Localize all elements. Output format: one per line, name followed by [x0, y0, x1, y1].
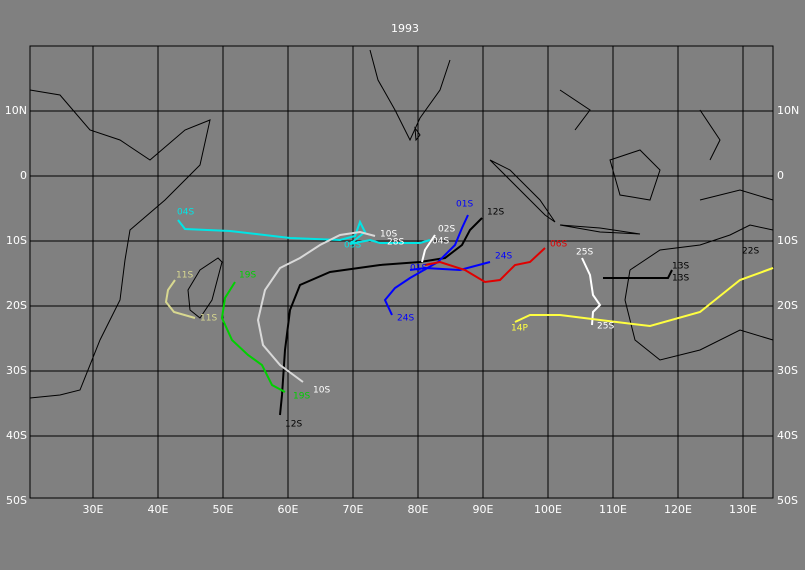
track-label: 24S — [495, 252, 512, 262]
track — [514, 267, 774, 328]
track-label: 10S — [313, 386, 330, 396]
lon-label: 90E — [473, 503, 494, 516]
frame — [29, 45, 774, 499]
track-label: 24S — [397, 314, 414, 324]
lon-label: 30E — [83, 503, 104, 516]
coastlines — [29, 49, 774, 399]
track-label: 02S — [438, 225, 455, 235]
track — [279, 217, 483, 416]
tracks — [164, 214, 774, 416]
lat-label: 50S — [6, 494, 27, 507]
grid: 10N 10N 0 0 10S 10S 20S 20S 30S 30S 40S 40S 50S 50S 30… — [5, 46, 799, 516]
lon-label: 80E — [408, 503, 429, 516]
track-label: 01S — [456, 200, 473, 210]
track-label: 01S — [410, 264, 427, 274]
track-label: 19S — [239, 271, 256, 281]
track-label: 13S — [672, 262, 689, 272]
lat-label: 30S — [777, 364, 798, 377]
lat-label: 10S — [6, 234, 27, 247]
lat-label: 30S — [6, 364, 27, 377]
track-label: 14P — [511, 324, 528, 334]
lat-label: 0 — [777, 169, 784, 182]
track-label: 06S — [550, 240, 567, 250]
track-label: 12S — [487, 208, 504, 218]
lat-label: 50S — [777, 494, 798, 507]
lat-label: 10N — [777, 104, 799, 117]
lat-label: 20S — [6, 299, 27, 312]
track — [383, 214, 469, 316]
lon-label: 110E — [599, 503, 627, 516]
lon-label: 120E — [664, 503, 692, 516]
track — [581, 257, 602, 326]
track-labels: 04S 11S 11S 19S 19S 10S 10S 12S 12S 01S … — [176, 200, 759, 430]
track — [164, 279, 196, 319]
track-label: 13S — [672, 274, 689, 284]
title: 1993 — [391, 22, 419, 35]
track-label: 11S — [176, 271, 193, 281]
lon-label: 130E — [729, 503, 757, 516]
lat-label: 10S — [777, 234, 798, 247]
track — [421, 234, 436, 263]
lat-label: 40S — [777, 429, 798, 442]
track-label: 05S — [344, 241, 361, 251]
track — [177, 219, 431, 245]
lon-label: 60E — [278, 503, 299, 516]
lat-label: 40S — [6, 429, 27, 442]
track-label: 04S — [177, 208, 194, 218]
lon-label: 100E — [534, 503, 562, 516]
track-label: 25S — [597, 322, 614, 332]
track-label: 04S — [432, 237, 449, 247]
lon-label: 70E — [343, 503, 364, 516]
track-label: 19S — [293, 392, 310, 402]
lat-label: 20S — [777, 299, 798, 312]
track-label: 12S — [285, 420, 302, 430]
track-label: 10S — [380, 230, 397, 240]
track — [409, 261, 491, 272]
lon-label: 40E — [148, 503, 169, 516]
track-label: 22S — [742, 247, 759, 257]
lon-label: 50E — [213, 503, 234, 516]
track — [256, 230, 376, 383]
track-label: 25S — [576, 248, 593, 258]
lat-label: 10N — [5, 104, 27, 117]
lat-label: 0 — [20, 169, 27, 182]
track-label: 11S — [200, 314, 217, 324]
track — [220, 281, 286, 393]
track — [424, 247, 546, 284]
track — [603, 269, 673, 279]
track-label: 28S — [387, 238, 404, 248]
